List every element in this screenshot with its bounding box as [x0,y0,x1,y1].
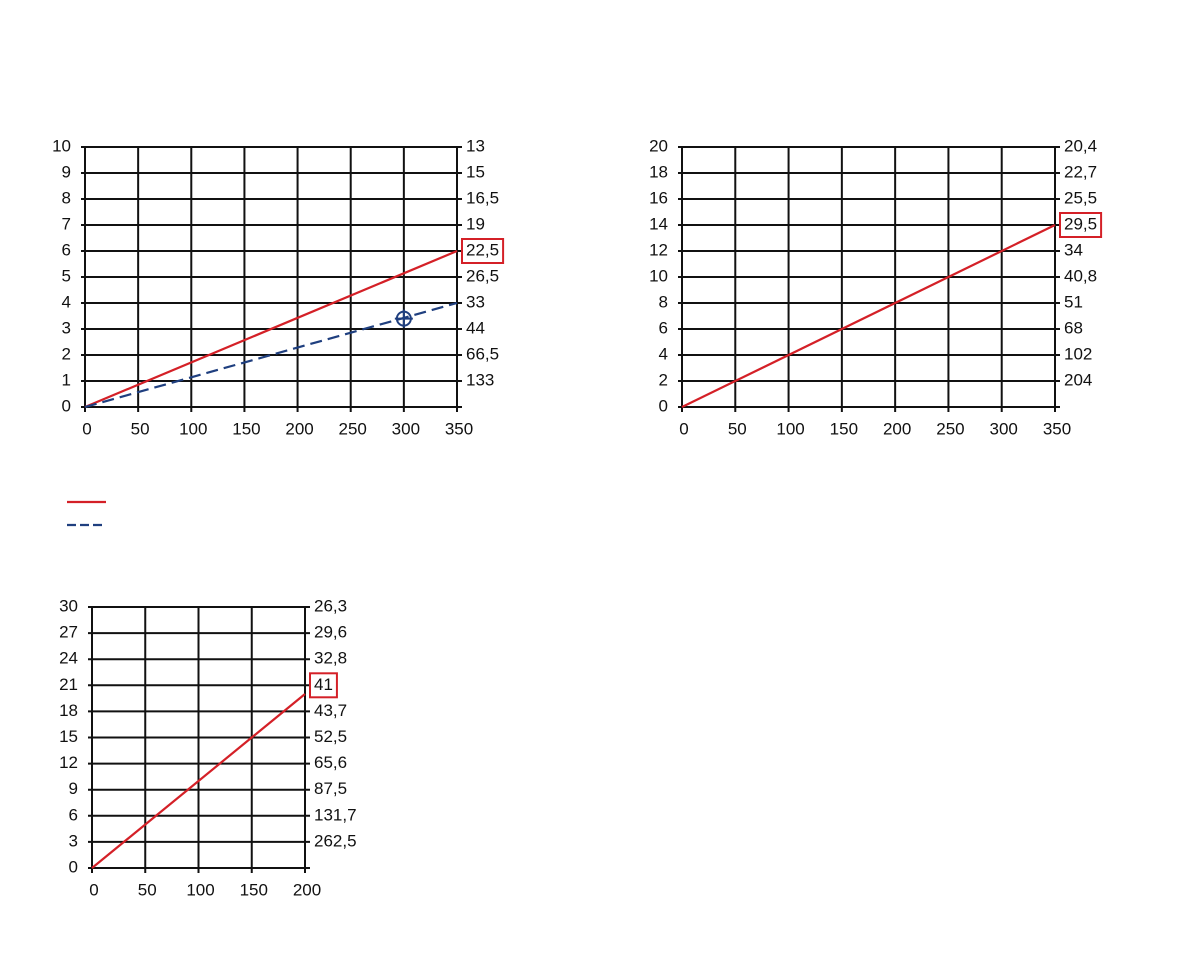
y2-tick-label: 262,5 [314,831,357,850]
x-tick-label: 100 [179,419,207,438]
series-line [84,301,458,409]
y2-tick-label: 102 [1064,344,1092,363]
y-tick-label: 10 [52,136,71,155]
y-tick-label: 24 [59,649,78,668]
x-tick-label: 250 [936,419,964,438]
y-tick-label: 2 [62,344,71,363]
y-tick-label: 16 [649,188,668,207]
y-tick-label: 12 [59,753,78,772]
y2-tick-label: 40,8 [1064,266,1097,285]
y2-tick-label: 34 [1064,240,1083,259]
y-tick-label: 27 [59,623,78,642]
y-tick-label: 14 [649,214,668,233]
y2-tick-label: 66,5 [466,344,499,363]
y2-tick-label: 29,6 [314,623,347,642]
y-tick-label: 2 [659,370,668,389]
x-tick-label: 150 [232,419,260,438]
y-tick-label: 6 [69,805,78,824]
series-line [91,693,306,869]
y2-tick-label: 68 [1064,318,1083,337]
highlight-box [461,238,505,264]
y-tick-label: 0 [659,396,668,415]
y-tick-label: 0 [69,857,78,876]
y-tick-label: 8 [62,188,71,207]
y-tick-label: 4 [659,344,668,363]
y2-tick-label: 52,5 [314,727,347,746]
highlight-box [309,672,338,699]
y2-tick-label: 13 [466,136,485,155]
y2-tick-label: 133 [466,370,494,389]
y-tick-label: 9 [62,162,71,181]
y-tick-label: 21 [59,675,78,694]
y-tick-label: 3 [69,831,78,850]
x-tick-label: 350 [445,419,473,438]
y-tick-label: 7 [62,214,71,233]
x-tick-label: 200 [285,419,313,438]
y2-tick-label: 25,5 [1064,188,1097,207]
x-tick-label: 50 [138,880,157,899]
x-tick-label: 150 [240,880,268,899]
y-tick-label: 3 [62,318,71,337]
x-tick-label: 0 [679,419,688,438]
y2-tick-label: 22,7 [1064,162,1097,181]
y2-tick-label: 16,5 [466,188,499,207]
y-tick-label: 9 [69,779,78,798]
y-tick-label: 12 [649,240,668,259]
x-tick-label: 350 [1043,419,1071,438]
x-tick-label: 100 [186,880,214,899]
y2-tick-label: 51 [1064,292,1083,311]
y2-tick-label: 26,3 [314,596,347,615]
y2-tick-label: 32,8 [314,649,347,668]
x-tick-label: 50 [131,419,150,438]
y-tick-label: 30 [59,596,78,615]
x-tick-label: 200 [293,880,321,899]
y-tick-label: 6 [62,240,71,259]
y-tick-label: 1 [62,370,71,389]
x-tick-label: 50 [728,419,747,438]
y-tick-label: 20 [649,136,668,155]
y-tick-label: 4 [62,292,71,311]
x-tick-label: 250 [339,419,367,438]
y2-tick-label: 29,5 [1064,214,1097,233]
y2-tick-label: 43,7 [314,701,347,720]
y-tick-label: 18 [59,701,78,720]
x-tick-label: 200 [883,419,911,438]
y2-tick-label: 41 [314,675,333,694]
y-tick-label: 8 [659,292,668,311]
y-tick-label: 18 [649,162,668,181]
y-tick-label: 10 [649,266,668,285]
y-tick-label: 0 [62,396,71,415]
x-tick-label: 300 [392,419,420,438]
x-tick-label: 100 [776,419,804,438]
x-tick-label: 0 [82,419,91,438]
y-tick-label: 15 [59,727,78,746]
series-line [681,224,1056,408]
x-tick-label: 300 [990,419,1018,438]
y2-tick-label: 204 [1064,370,1092,389]
y2-tick-label: 87,5 [314,779,347,798]
x-tick-label: 0 [89,880,98,899]
x-tick-label: 150 [830,419,858,438]
y-tick-label: 5 [62,266,71,285]
y2-tick-label: 22,5 [466,240,499,259]
series-line [84,249,458,409]
y2-tick-label: 44 [466,318,485,337]
y2-tick-label: 20,4 [1064,136,1097,155]
y2-tick-label: 19 [466,214,485,233]
y2-tick-label: 131,7 [314,805,357,824]
y2-tick-label: 65,6 [314,753,347,772]
y2-tick-label: 33 [466,292,485,311]
highlight-box [1059,212,1103,238]
y2-tick-label: 15 [466,162,485,181]
y2-tick-label: 26,5 [466,266,499,285]
y-tick-label: 6 [659,318,668,337]
